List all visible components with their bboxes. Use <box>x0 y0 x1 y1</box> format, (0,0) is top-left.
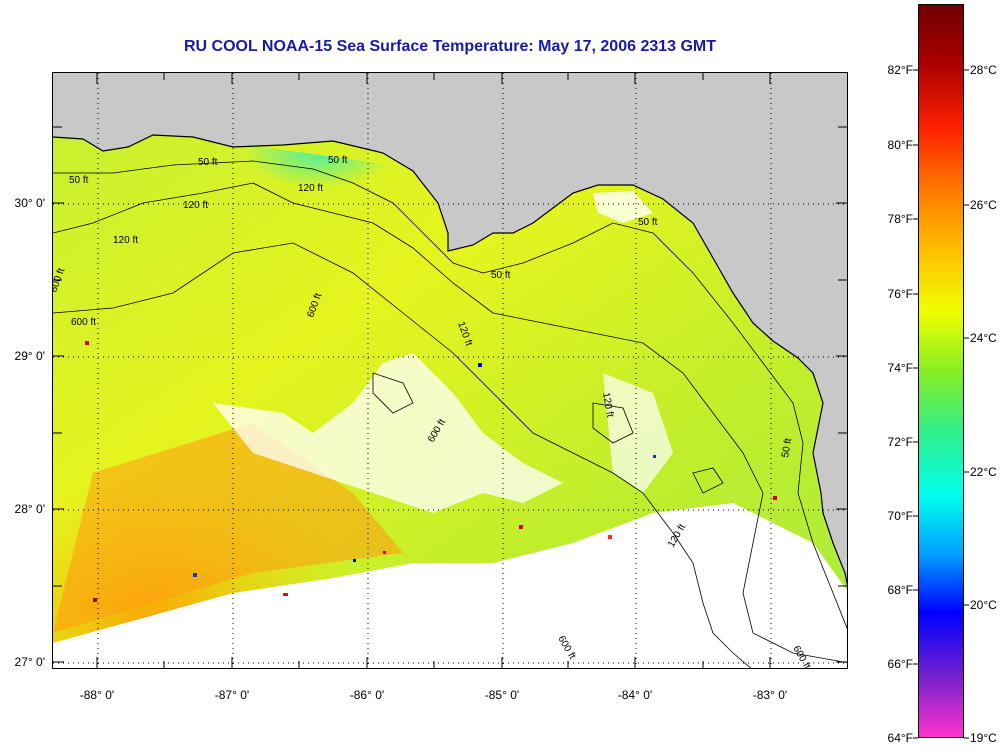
sst-map-canvas: 50 ft 50 ft 50 ft 50 ft 50 ft 50 ft 120 … <box>53 73 847 668</box>
latitude-label: 30° 0' <box>14 196 45 210</box>
isobath-label: 120 ft <box>298 183 323 194</box>
longitude-label: -86° 0' <box>349 688 385 702</box>
fahrenheit-label: 70°F <box>887 509 913 523</box>
fahrenheit-label: 78°F <box>887 212 913 226</box>
celsius-label: 19°C <box>970 731 997 745</box>
longitude-label: -84° 0' <box>617 688 653 702</box>
isobath-label: 50 ft <box>328 155 348 166</box>
fahrenheit-label: 74°F <box>887 361 913 375</box>
longitude-label: -88° 0' <box>79 688 115 702</box>
fahrenheit-label: 76°F <box>887 287 913 301</box>
sst-map: 50 ft 50 ft 50 ft 50 ft 50 ft 50 ft 120 … <box>52 72 848 669</box>
longitude-label: -83° 0' <box>752 688 788 702</box>
longitude-label: -85° 0' <box>484 688 520 702</box>
latitude-label: 28° 0' <box>14 502 45 516</box>
isobath-label: 120 ft <box>183 200 208 211</box>
celsius-label: 20°C <box>970 598 997 612</box>
celsius-label: 22°C <box>970 465 997 479</box>
fahrenheit-label: 80°F <box>887 138 913 152</box>
isobath-label: 50 ft <box>198 157 218 168</box>
fahrenheit-label: 68°F <box>887 583 913 597</box>
celsius-label: 26°C <box>970 198 997 212</box>
isobath-label: 50 ft <box>491 270 511 281</box>
cloud-patch <box>213 353 563 513</box>
fahrenheit-label: 64°F <box>887 731 913 745</box>
isobath-label: 50 ft <box>69 175 89 186</box>
isobath-contours <box>53 160 847 668</box>
map-title: RU COOL NOAA-15 Sea Surface Temperature:… <box>183 38 717 55</box>
isobath-label: 120 ft <box>600 392 615 419</box>
isobath-label: 50 ft <box>780 437 794 458</box>
cool-water-region <box>233 143 448 243</box>
isobath-label: 120 ft <box>113 235 138 246</box>
latitude-label: 27° 0' <box>14 655 45 669</box>
temperature-colorbar <box>918 4 964 738</box>
fahrenheit-label: 66°F <box>887 657 913 671</box>
fahrenheit-label: 72°F <box>887 435 913 449</box>
celsius-label: 24°C <box>970 331 997 345</box>
cloud-patch <box>593 191 653 223</box>
fahrenheit-label: 82°F <box>887 63 913 77</box>
cloud-patch <box>603 373 673 493</box>
celsius-label: 28°C <box>970 63 997 77</box>
no-data-area <box>53 503 847 668</box>
coastline <box>53 134 847 587</box>
warm-water-patch <box>53 423 403 633</box>
data-pixels <box>85 341 777 602</box>
isobath-label: 600 ft <box>71 317 96 328</box>
isobath-label: 50 ft <box>638 217 658 228</box>
longitude-label: -87° 0' <box>214 688 250 702</box>
latitude-label: 29° 0' <box>14 349 45 363</box>
